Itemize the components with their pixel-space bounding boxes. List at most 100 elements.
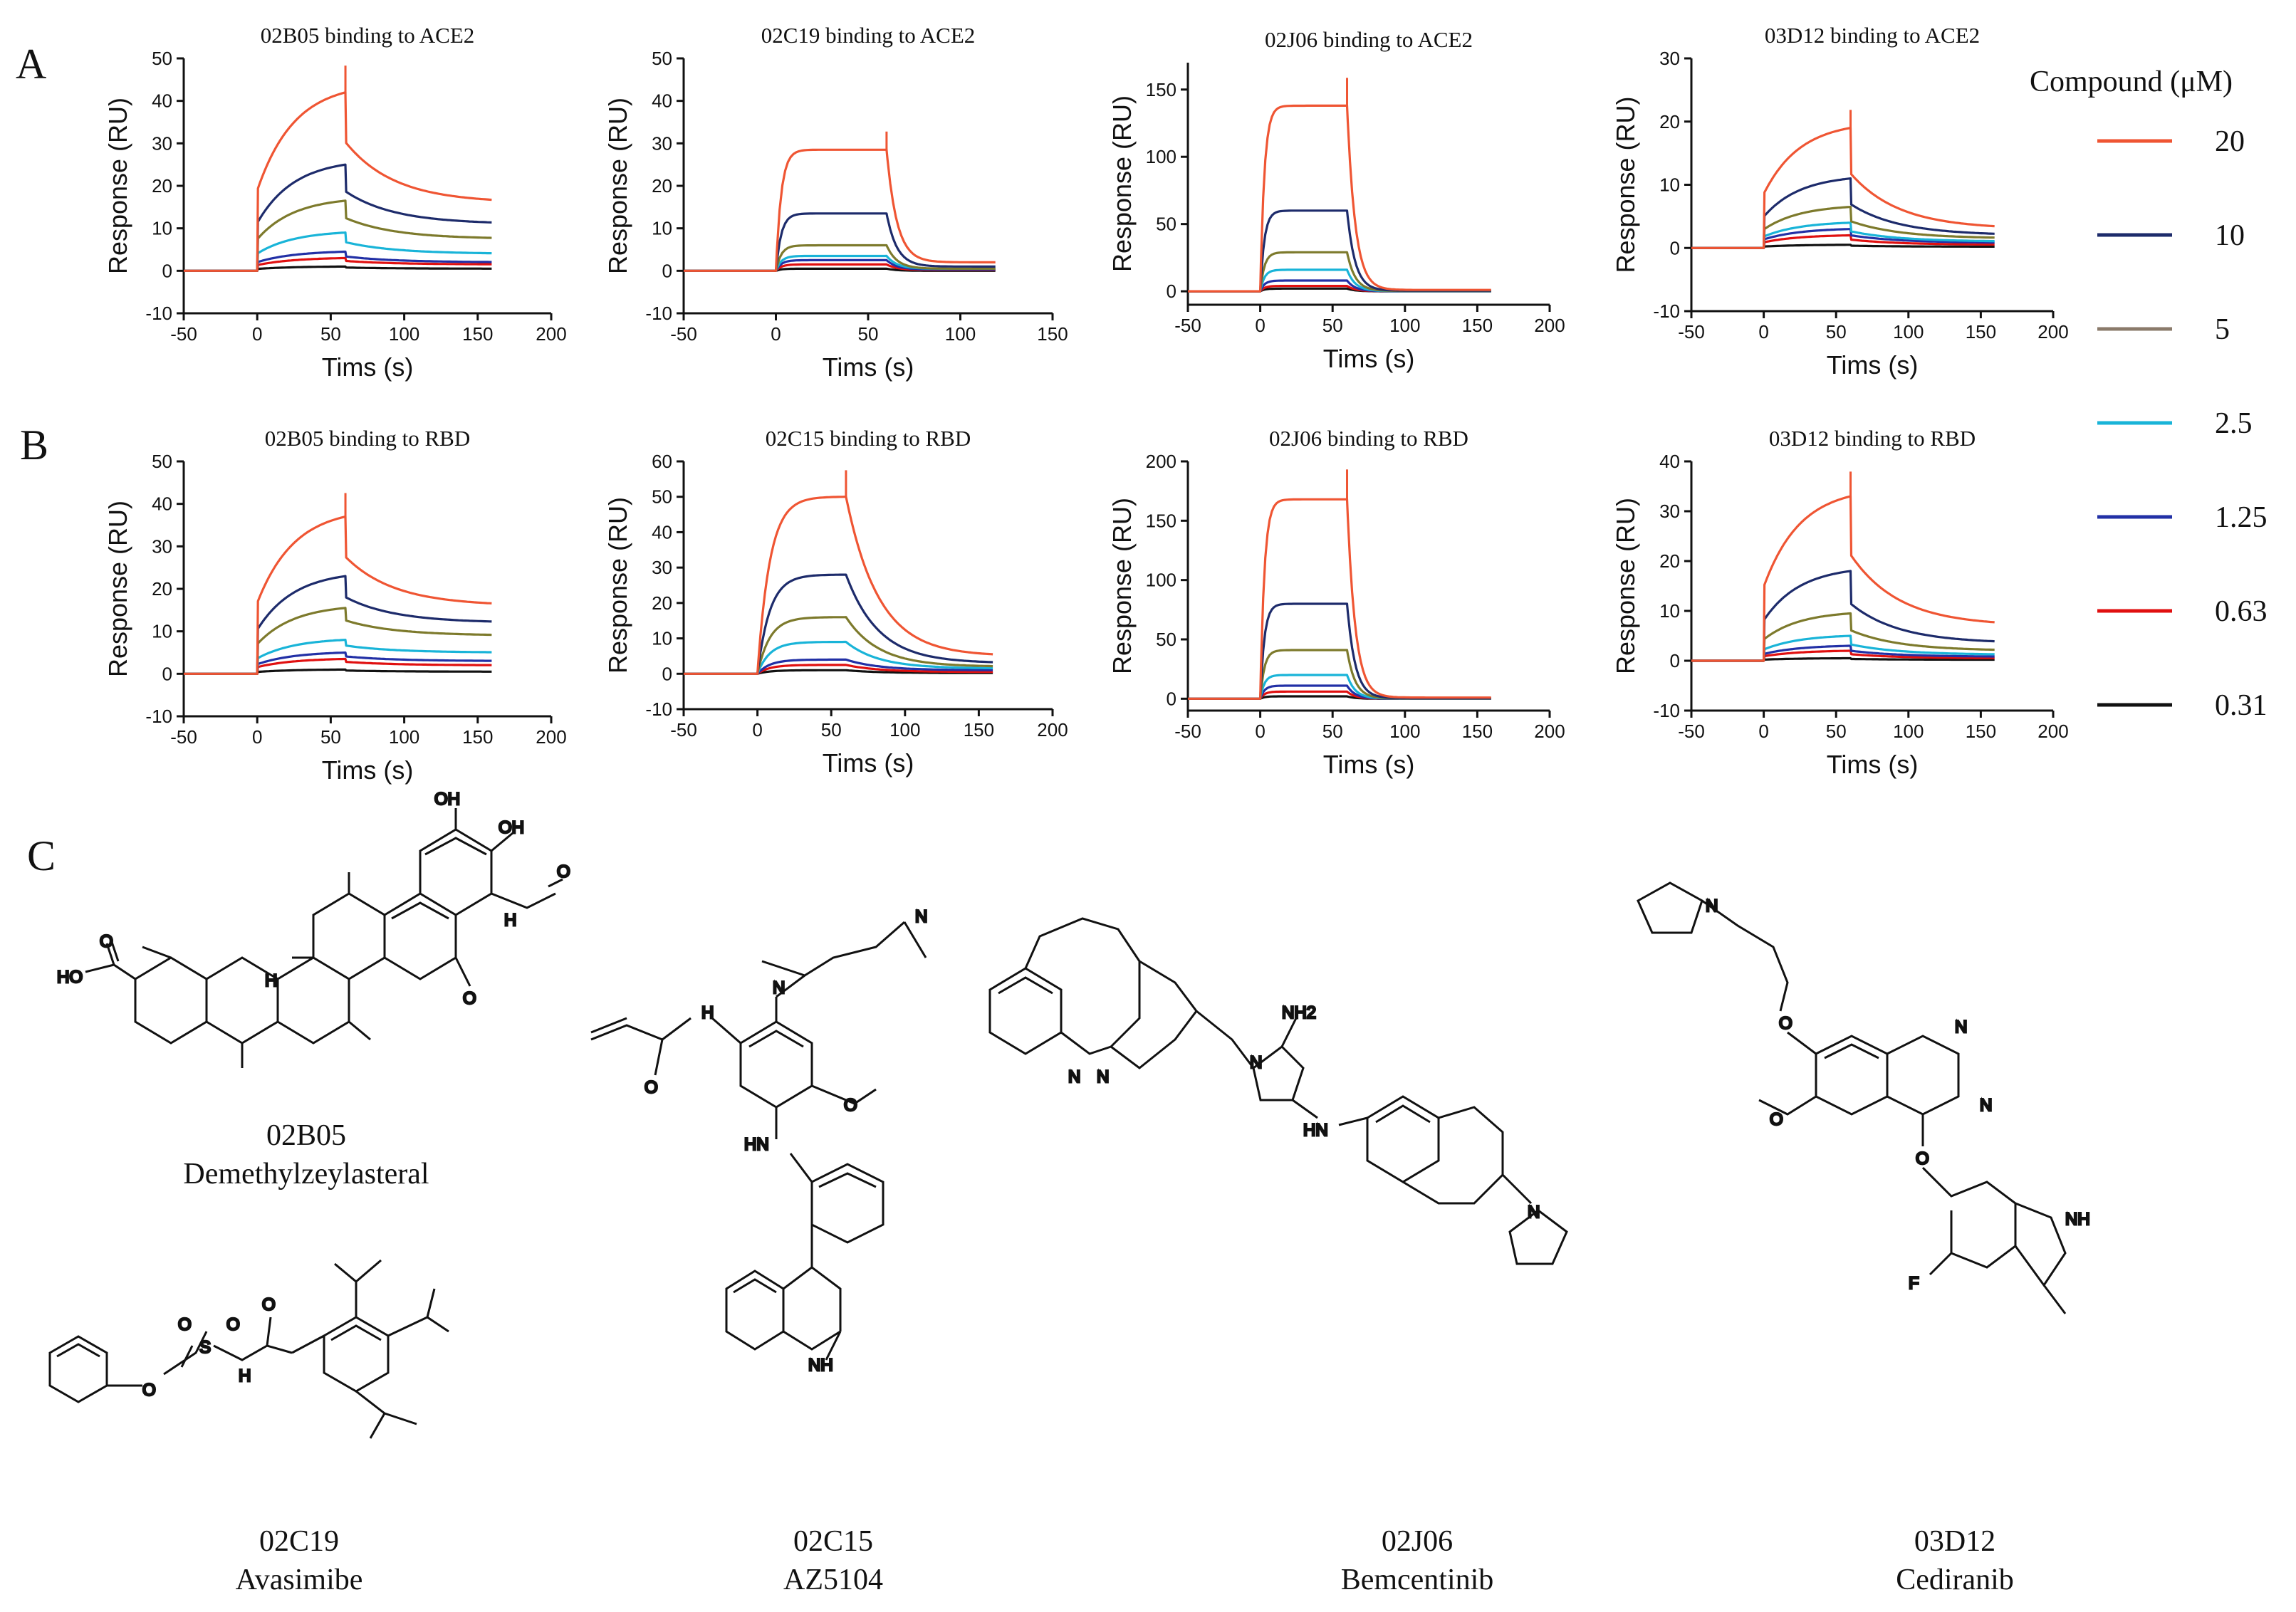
x-tick-label: -50 (1174, 315, 1201, 336)
series-line-20 (184, 91, 492, 272)
atom-o-aryl-ether: O (1916, 1149, 1929, 1168)
y-tick-label: -10 (1653, 300, 1680, 322)
x-axis-label: Tims (s) (823, 352, 914, 382)
chart-4: 03D12 binding to ACE2 -50 0 50 100 150 200 -10 0… (1611, 23, 2069, 380)
atom-n-terminal: N (915, 907, 927, 926)
atom-n-pyridazine-1: N (1068, 1067, 1080, 1087)
series-line-1-25 (1691, 644, 1995, 662)
atom-o-methoxy: O (844, 1096, 857, 1115)
chart-6: 02C15 binding to RBD -50 0 50 100 150 200 -10 0 1… (603, 426, 1068, 778)
y-tick-label: 0 (1670, 650, 1680, 671)
x-tick-label: 0 (252, 323, 262, 345)
x-tick-label: 50 (1826, 321, 1847, 342)
x-tick-label: 200 (1037, 719, 1068, 740)
y-axis-label: Response (RU) (103, 98, 132, 274)
atom-h-aldehyde: H (504, 911, 516, 930)
y-tick-label: 10 (652, 628, 672, 649)
y-axis-label: Response (RU) (1107, 498, 1137, 674)
chart-title: 03D12 binding to RBD (1769, 426, 1976, 451)
y-tick-label: 30 (652, 132, 672, 154)
y-tick-label: 0 (1167, 688, 1176, 709)
series-line-20 (1188, 498, 1491, 700)
series-line-5 (1691, 612, 1995, 662)
x-tick-label: 100 (1389, 315, 1420, 336)
x-tick-label: 100 (889, 719, 920, 740)
atom-o-ketone: O (463, 989, 476, 1008)
series-line-1-25 (184, 651, 492, 675)
y-tick-label: 50 (1156, 629, 1176, 650)
x-axis-label: Tims (s) (1323, 750, 1415, 779)
x-tick-label: 200 (536, 323, 566, 345)
atom-f-ced: F (1909, 1274, 1919, 1293)
x-tick-label: 150 (1966, 721, 1996, 742)
x-tick-label: 50 (858, 323, 879, 345)
x-tick-label: 100 (1893, 721, 1924, 742)
y-tick-label: 20 (1659, 111, 1680, 132)
y-tick-label: 30 (152, 535, 172, 557)
x-tick-label: 100 (945, 323, 976, 345)
legend-label-0-63: 0.63 (2215, 595, 2268, 628)
atom-o-amide: O (262, 1295, 276, 1314)
x-axis-label: Tims (s) (322, 755, 414, 785)
y-tick-label: 20 (652, 175, 672, 197)
x-tick-label: 200 (1534, 721, 1565, 742)
x-tick-label: -50 (670, 719, 697, 740)
y-tick-label: 50 (652, 486, 672, 508)
atom-hn-acrylamide: H (701, 1003, 714, 1022)
legend-label-1-25: 1.25 (2215, 501, 2268, 534)
compound-name-02c15: AZ5104 (783, 1564, 883, 1596)
x-tick-label: 0 (752, 719, 762, 740)
series-line-0-63 (1691, 234, 1995, 249)
compound-name-02b05: Demethylzeylasteral (183, 1158, 429, 1190)
series-line-0-63 (184, 256, 492, 272)
series-line-20 (1691, 495, 1995, 662)
y-tick-label: 150 (1146, 79, 1176, 100)
y-tick-label: 10 (1659, 174, 1680, 196)
chart-7: 02J06 binding to RBD -50 0 50 100 150 200 0 50 10… (1107, 426, 1565, 779)
y-tick-label: 50 (652, 48, 672, 69)
x-tick-label: 150 (1966, 321, 1996, 342)
y-tick-label: 40 (152, 90, 172, 112)
x-tick-label: 50 (1322, 721, 1343, 742)
y-tick-label: 0 (162, 663, 172, 684)
structure-03d12 (1637, 881, 2067, 1314)
chart-title: 03D12 binding to ACE2 (1765, 23, 1980, 48)
legend-label-5: 5 (2215, 313, 2230, 346)
compound-name-02j06: Bemcentinib (1341, 1564, 1494, 1596)
y-tick-label: 20 (652, 592, 672, 614)
y-axis-label: Response (RU) (1107, 95, 1137, 272)
x-tick-label: 200 (2037, 321, 2068, 342)
compound-code-02c15: 02C15 (793, 1525, 873, 1558)
chart-title: 02B05 binding to ACE2 (261, 23, 475, 48)
sensorgram-charts: 02B05 binding to ACE2-50 0 50 100 150 200-100… (103, 23, 2069, 785)
series-line-20 (1188, 104, 1491, 293)
series-line-0-31 (184, 668, 492, 675)
atom-o-sulfonyl-1: O (178, 1315, 192, 1334)
y-tick-label: 10 (1659, 600, 1680, 622)
y-tick-label: 100 (1146, 146, 1176, 167)
series-line-0-63 (1691, 649, 1995, 662)
x-tick-label: 100 (1389, 721, 1420, 742)
chart-1: 02B05 binding to ACE2 -50 0 50 100 150 200 -10 0… (103, 23, 567, 382)
structure-02c19 (48, 1259, 449, 1439)
x-axis-label: Tims (s) (1827, 350, 1919, 380)
x-tick-label: 150 (1462, 315, 1493, 336)
series-line-5 (1691, 206, 1995, 249)
chart-8: 03D12 binding to RBD -50 0 50 100 150 200 -10 0 1… (1611, 426, 2069, 779)
atom-hn-bemcentinib: HN (1303, 1121, 1328, 1140)
x-tick-label: 50 (1826, 721, 1847, 742)
x-axis-label: Tims (s) (1827, 750, 1919, 779)
x-tick-label: 0 (1758, 321, 1768, 342)
series-line-0-63 (684, 664, 993, 675)
atom-nh-indole-ced: NH (2065, 1210, 2090, 1229)
y-tick-label: 150 (1146, 510, 1176, 531)
y-tick-label: 50 (152, 451, 172, 472)
series-line-10 (1188, 209, 1491, 293)
x-tick-label: 150 (1462, 721, 1493, 742)
x-tick-label: 100 (389, 323, 419, 345)
x-tick-label: -50 (670, 323, 697, 345)
series-line-10 (684, 573, 993, 675)
atom-o-sulfonyl-2: O (226, 1315, 240, 1334)
atom-ho-acid: HO (57, 968, 83, 987)
series-line-5 (184, 199, 492, 272)
